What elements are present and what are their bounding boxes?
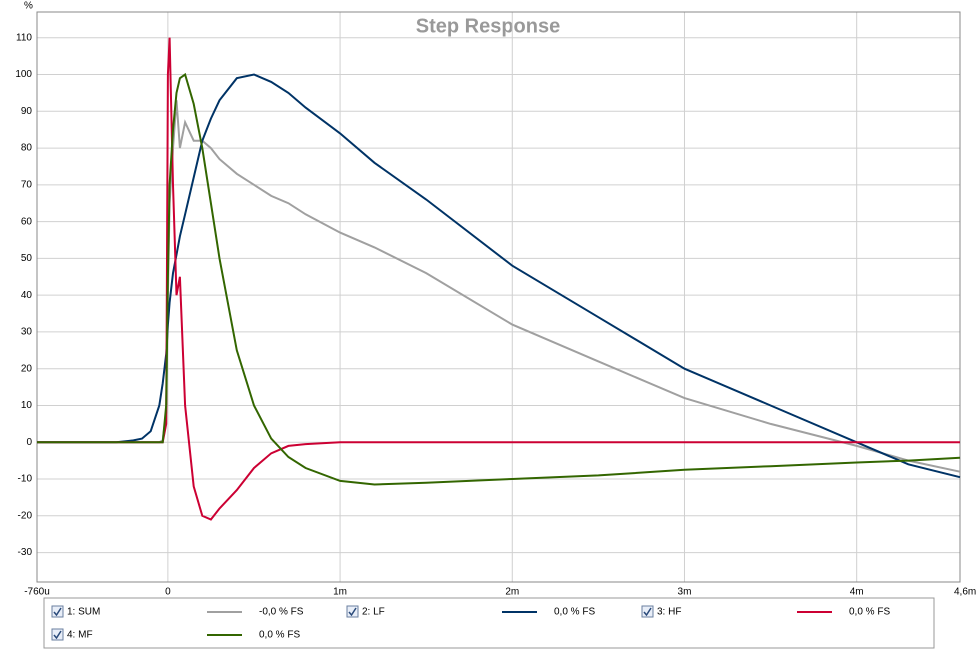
x-tick-label: 3m	[678, 587, 692, 598]
y-tick-label: -10	[18, 474, 33, 485]
y-tick-label: 100	[15, 69, 32, 80]
legend-box	[43, 597, 935, 649]
y-tick-label: -30	[18, 547, 33, 558]
legend-label: 3: HF	[657, 607, 681, 618]
legend-checkbox[interactable]	[641, 605, 654, 618]
legend-check	[643, 607, 652, 617]
x-tick-label: 4m	[850, 587, 864, 598]
legend-readout: 0,0 % FS	[554, 607, 595, 618]
y-tick-label: 60	[21, 216, 33, 227]
y-tick-label: 10	[21, 400, 33, 411]
legend-label: 4: MF	[67, 630, 93, 641]
y-tick-label: 40	[21, 290, 33, 301]
x-tick-label: 4,6m s	[954, 587, 979, 598]
plot-frame	[36, 11, 961, 583]
legend-check	[53, 630, 62, 640]
legend-check	[53, 607, 62, 617]
y-tick-label: -20	[18, 510, 33, 521]
y-tick-label: 50	[21, 253, 33, 264]
legend-readout: 0,0 % FS	[259, 630, 300, 641]
y-unit: %	[24, 1, 33, 12]
legend-check	[348, 607, 357, 617]
series-line	[37, 73, 961, 479]
y-tick-label: 80	[21, 143, 33, 154]
series-line	[37, 72, 961, 486]
legend-checkbox[interactable]	[51, 628, 64, 641]
legend-readout: 0,0 % FS	[849, 607, 890, 618]
y-tick-label: 0	[26, 437, 32, 448]
legend-label: 2: LF	[362, 607, 385, 618]
legend-readout: -0,0 % FS	[259, 607, 304, 618]
x-tick-label: 2m	[505, 587, 519, 598]
x-tick-label: 1m	[333, 587, 347, 598]
x-tick-label: 0	[165, 587, 171, 598]
y-tick-label: 90	[21, 106, 33, 117]
y-tick-label: 30	[21, 327, 33, 338]
legend-label: 1: SUM	[67, 607, 100, 618]
chart-title: Step Response	[416, 15, 560, 37]
x-tick-label: -760u	[24, 587, 50, 598]
y-tick-label: 70	[21, 179, 33, 190]
y-tick-label: 110	[16, 32, 32, 43]
legend-checkbox[interactable]	[346, 605, 359, 618]
legend-checkbox[interactable]	[51, 605, 64, 618]
y-tick-label: 20	[21, 363, 33, 374]
